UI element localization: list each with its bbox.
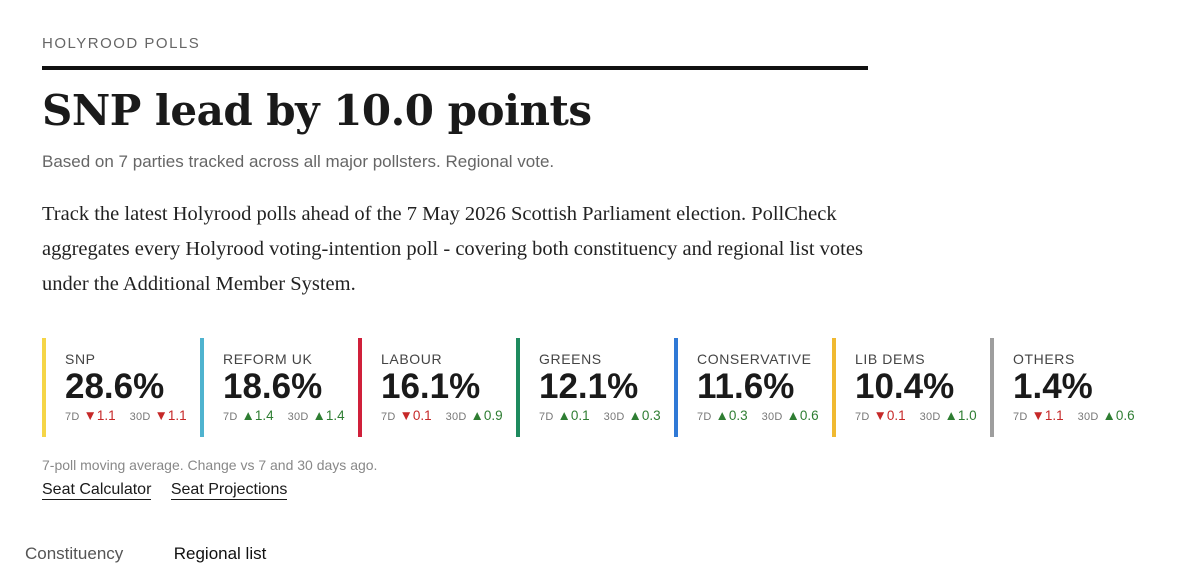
page-subtitle: Based on 7 parties tracked across all ma… <box>42 152 555 171</box>
party-card-greens: GREENS 12.1% 7D ▲0.1 30D ▲0.3 <box>516 338 666 437</box>
change-label-d30: 30D <box>129 411 151 423</box>
party-card-lib-dems: LIB DEMS 10.4% 7D ▼0.1 30D ▲1.0 <box>832 338 982 437</box>
arrow-up-icon: ▲ <box>715 408 729 423</box>
change-label-d30: 30D <box>1077 411 1099 423</box>
change-label-d30: 30D <box>445 411 467 423</box>
party-share: 28.6% <box>65 367 165 406</box>
party-card-conservative: CONSERVATIVE 11.6% 7D ▲0.3 30D ▲0.6 <box>674 338 824 437</box>
change-label-d30: 30D <box>287 411 309 423</box>
arrow-up-icon: ▲ <box>1102 408 1116 423</box>
change-label-d30: 30D <box>919 411 941 423</box>
arrow-down-icon: ▼ <box>399 408 413 423</box>
change-label-d7: 7D <box>381 411 396 423</box>
party-name: OTHERS <box>1013 351 1075 367</box>
arrow-down-icon: ▼ <box>83 408 97 423</box>
change-label-d7: 7D <box>539 411 554 423</box>
party-share: 18.6% <box>223 367 323 406</box>
party-change: 7D ▼0.1 30D ▲0.9 <box>381 408 503 423</box>
seat-links: Seat Calculator Seat Projections <box>42 481 302 500</box>
change-value-d30: 0.9 <box>483 408 503 423</box>
change-value-d30: 0.6 <box>799 408 819 423</box>
change-value-d7: 0.3 <box>728 408 748 423</box>
arrow-up-icon: ▲ <box>241 408 255 423</box>
intro-paragraph: Track the latest Holyrood polls ahead of… <box>42 203 863 295</box>
party-change: 7D ▼0.1 30D ▲1.0 <box>855 408 977 423</box>
page-title: SNP lead by 10.0 points <box>42 86 592 135</box>
party-name: CONSERVATIVE <box>697 351 812 367</box>
arrow-down-icon: ▼ <box>873 408 887 423</box>
party-share: 1.4% <box>1013 367 1093 406</box>
change-value-d30: 1.1 <box>167 408 187 423</box>
party-change: 7D ▲1.4 30D ▲1.4 <box>223 408 345 423</box>
header-rule <box>42 66 868 70</box>
party-change: 7D ▼1.1 30D ▲0.6 <box>1013 408 1135 423</box>
party-share: 12.1% <box>539 367 639 406</box>
arrow-up-icon: ▲ <box>312 408 326 423</box>
vote-type-tabs: Constituency Regional list <box>25 544 312 564</box>
arrow-up-icon: ▲ <box>786 408 800 423</box>
party-share: 11.6% <box>697 367 795 406</box>
party-name: REFORM UK <box>223 351 313 367</box>
change-value-d7: 1.1 <box>1044 408 1064 423</box>
seat-calculator-link[interactable]: Seat Calculator <box>42 481 152 500</box>
change-label-d30: 30D <box>603 411 625 423</box>
change-value-d30: 0.6 <box>1115 408 1135 423</box>
arrow-up-icon: ▲ <box>628 408 642 423</box>
change-value-d7: 0.1 <box>886 408 906 423</box>
change-value-d7: 0.1 <box>412 408 432 423</box>
party-name: GREENS <box>539 351 602 367</box>
change-label-d7: 7D <box>223 411 238 423</box>
party-name: LABOUR <box>381 351 443 367</box>
arrow-up-icon: ▲ <box>944 408 958 423</box>
party-name: SNP <box>65 351 96 367</box>
tab-regional-list[interactable]: Regional list <box>173 544 267 563</box>
change-value-d30: 1.4 <box>325 408 345 423</box>
party-name: LIB DEMS <box>855 351 926 367</box>
party-card-labour: LABOUR 16.1% 7D ▼0.1 30D ▲0.9 <box>358 338 508 437</box>
change-value-d7: 1.4 <box>254 408 274 423</box>
party-share: 16.1% <box>381 367 481 406</box>
change-label-d30: 30D <box>761 411 783 423</box>
change-value-d30: 1.0 <box>957 408 977 423</box>
party-card-reform-uk: REFORM UK 18.6% 7D ▲1.4 30D ▲1.4 <box>200 338 350 437</box>
change-label-d7: 7D <box>697 411 712 423</box>
change-value-d7: 0.1 <box>570 408 590 423</box>
party-cards: SNP 28.6% 7D ▼1.1 30D ▼1.1 REFORM UK 18.6% 7D … <box>42 338 1182 437</box>
party-share: 10.4% <box>855 367 955 406</box>
arrow-down-icon: ▼ <box>1031 408 1045 423</box>
party-change: 7D ▲0.3 30D ▲0.6 <box>697 408 819 423</box>
section-kicker: HOLYROOD POLLS <box>42 35 201 52</box>
change-value-d7: 1.1 <box>96 408 116 423</box>
change-label-d7: 7D <box>1013 411 1028 423</box>
tab-constituency[interactable]: Constituency <box>25 544 124 563</box>
change-label-d7: 7D <box>65 411 80 423</box>
arrow-up-icon: ▲ <box>470 408 484 423</box>
party-card-others: OTHERS 1.4% 7D ▼1.1 30D ▲0.6 <box>990 338 1140 437</box>
change-value-d30: 0.3 <box>641 408 661 423</box>
footnote: 7-poll moving average. Change vs 7 and 3… <box>42 457 378 473</box>
change-label-d7: 7D <box>855 411 870 423</box>
party-change: 7D ▼1.1 30D ▼1.1 <box>65 408 187 423</box>
arrow-up-icon: ▲ <box>557 408 571 423</box>
seat-projections-link[interactable]: Seat Projections <box>170 481 288 500</box>
party-card-snp: SNP 28.6% 7D ▼1.1 30D ▼1.1 <box>42 338 192 437</box>
arrow-down-icon: ▼ <box>154 408 168 423</box>
party-change: 7D ▲0.1 30D ▲0.3 <box>539 408 661 423</box>
